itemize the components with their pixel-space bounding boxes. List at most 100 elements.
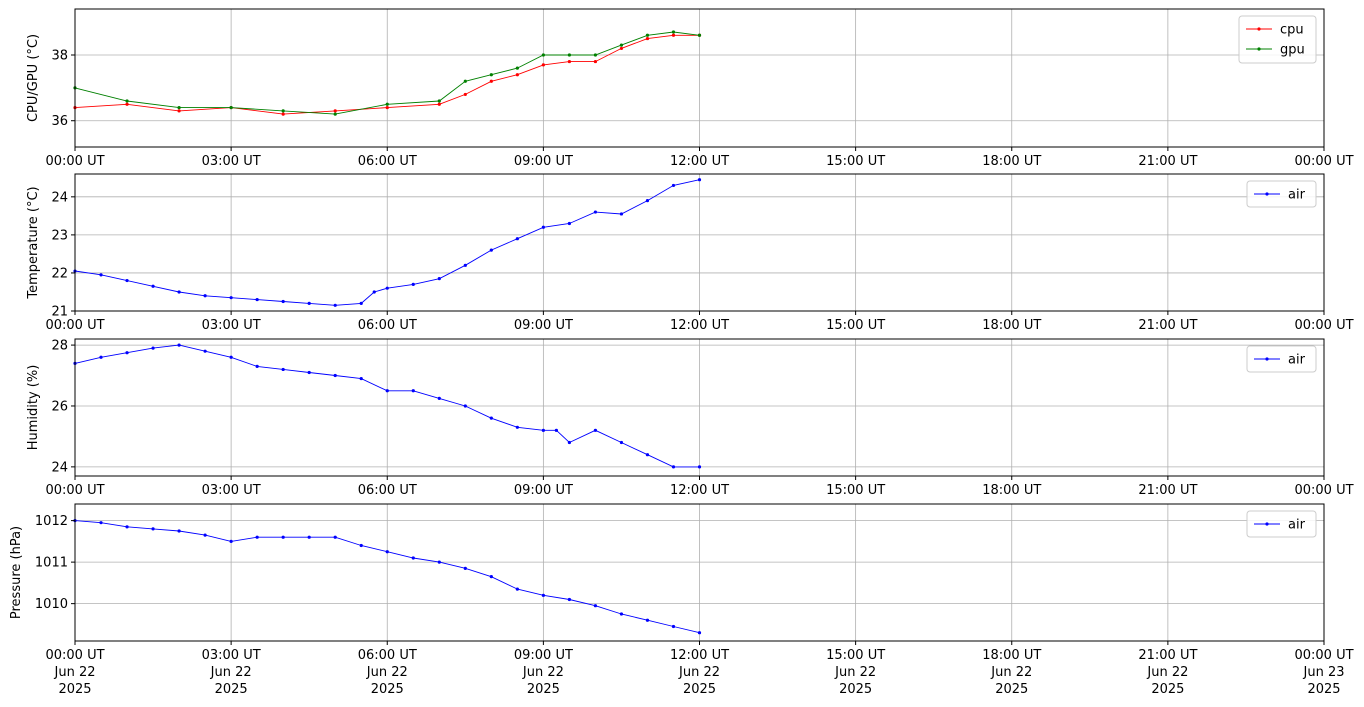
x-tick-label: 18:00 UT	[982, 648, 1041, 663]
x-tick-label: 00:00 UT	[45, 648, 104, 663]
legend-label-gpu: gpu	[1280, 43, 1305, 58]
data-point	[593, 428, 598, 432]
x-tick-label: 00:00 UT	[1294, 648, 1353, 663]
data-point	[333, 373, 337, 378]
data-point	[593, 604, 598, 608]
data-point	[281, 535, 285, 539]
data-point	[645, 199, 650, 203]
data-point	[463, 566, 467, 570]
data-point	[307, 535, 311, 539]
data-point	[125, 278, 129, 283]
data-point	[281, 109, 285, 113]
y-axis-label: Humidity (%)	[26, 365, 41, 451]
data-point	[125, 525, 129, 529]
y-tick-label: 21	[51, 305, 68, 320]
data-point	[385, 102, 389, 106]
data-point	[463, 263, 467, 267]
x-tick-label: 06:00 UT	[358, 648, 417, 663]
y-tick-label: 36	[51, 114, 68, 129]
legend-label-air: air	[1288, 518, 1306, 533]
panel-3: 1010 1011 1012 Pressure (hPa) 00:00 UT Jun 22…	[9, 503, 1354, 697]
x-tick-date-label: Jun 22	[210, 665, 252, 680]
data-point	[177, 109, 181, 113]
data-point	[385, 550, 389, 554]
x-tick-label: 00:00 UT	[45, 154, 104, 169]
legend: air	[1246, 510, 1317, 538]
data-point	[255, 535, 259, 539]
data-point	[567, 53, 571, 57]
data-point	[99, 355, 103, 359]
data-point	[437, 396, 441, 400]
data-point	[463, 404, 467, 408]
data-point	[515, 587, 519, 591]
legend-marker-air	[1265, 192, 1269, 196]
panel-0: 36 38 CPU/GPU (°C) 00:00 UT 03:00 UT 06:00 UT…	[26, 8, 1354, 169]
data-point	[333, 112, 337, 116]
data-point	[489, 575, 493, 579]
data-point	[489, 416, 493, 420]
data-point	[515, 425, 519, 429]
x-tick-label: 21:00 UT	[1138, 318, 1197, 333]
legend-marker-air	[1265, 522, 1269, 526]
x-tick-date-label: Jun 22	[366, 665, 408, 680]
data-point	[333, 303, 337, 307]
data-point	[619, 440, 624, 445]
x-tick-year-label: 2025	[839, 682, 872, 697]
data-point	[515, 66, 519, 70]
y-tick-label: 22	[51, 266, 68, 281]
x-tick-date-label: Jun 22	[990, 665, 1032, 680]
data-point	[437, 277, 441, 281]
x-tick-label: 00:00 UT	[1294, 318, 1353, 333]
x-tick-date-label: Jun 22	[54, 665, 96, 680]
y-tick-label: 1010	[35, 597, 68, 612]
x-tick-year-label: 2025	[1307, 682, 1340, 697]
data-point	[489, 79, 493, 83]
x-tick-label: 21:00 UT	[1138, 154, 1197, 169]
data-point	[671, 465, 676, 469]
x-tick-label: 09:00 UT	[514, 318, 573, 333]
data-point	[671, 183, 676, 188]
x-tick-label: 00:00 UT	[1294, 154, 1353, 169]
legend-box	[1246, 180, 1317, 208]
data-point	[333, 535, 337, 539]
series-line-air	[74, 344, 700, 468]
data-point	[359, 376, 363, 381]
data-point	[671, 624, 676, 629]
data-point	[593, 53, 598, 57]
legend-label-air: air	[1288, 353, 1306, 368]
x-tick-year-label: 2025	[371, 682, 404, 697]
data-point	[281, 367, 285, 372]
x-tick-label: 12:00 UT	[670, 483, 729, 498]
x-tick-label: 12:00 UT	[670, 318, 729, 333]
data-point	[411, 389, 415, 393]
y-tick-label: 1012	[35, 514, 68, 529]
x-tick-date-label: Jun 22	[834, 665, 876, 680]
data-point	[671, 30, 676, 34]
legend-box	[1246, 345, 1317, 373]
data-point	[593, 59, 598, 64]
data-point	[541, 63, 545, 67]
x-tick-label: 00:00 UT	[1294, 483, 1353, 498]
data-point	[489, 73, 493, 77]
y-tick-label: 28	[51, 339, 68, 354]
x-tick-label: 06:00 UT	[358, 483, 417, 498]
data-point	[541, 53, 545, 57]
data-point	[151, 346, 155, 350]
data-point	[229, 296, 233, 300]
series-line-air	[74, 179, 700, 306]
data-point	[567, 597, 571, 602]
x-tick-label: 15:00 UT	[826, 318, 885, 333]
x-tick-label: 12:00 UT	[670, 648, 729, 663]
data-point	[229, 105, 233, 110]
x-tick-label: 21:00 UT	[1138, 648, 1197, 663]
data-point	[255, 297, 259, 302]
y-tick-label: 1011	[35, 556, 68, 571]
x-tick-label: 09:00 UT	[514, 483, 573, 498]
legend: cpu gpu	[1238, 15, 1317, 64]
x-tick-date-label: Jun 23	[1303, 665, 1345, 680]
data-point	[385, 286, 389, 290]
data-point	[229, 355, 233, 359]
data-point	[307, 301, 311, 305]
data-point	[177, 290, 181, 294]
x-tick-year-label: 2025	[58, 682, 91, 697]
